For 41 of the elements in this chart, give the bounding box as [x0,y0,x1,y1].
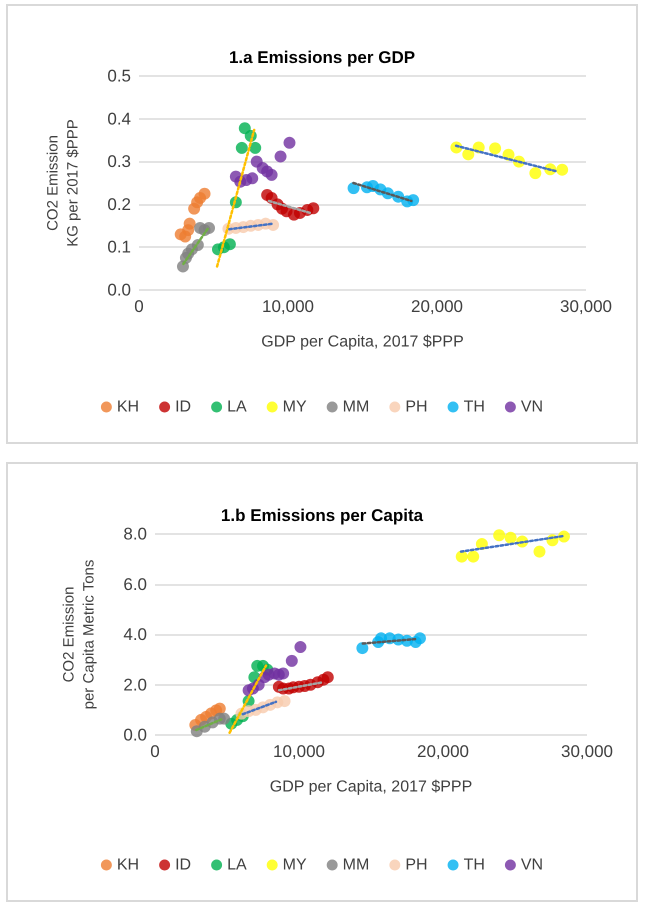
legend-label: KH [116,856,140,874]
x-tick-label: 20,000 [417,742,469,761]
legend-label: PH [405,398,428,416]
legend-label: ID [175,398,192,416]
legend-label: PH [405,856,428,874]
x-axis-title: GDP per Capita, 2017 $PPP [261,334,464,350]
y-tick-label: 0.0 [123,726,147,744]
x-tick-label: 20,000 [411,297,463,316]
legend-label: MY [282,398,308,416]
x-tick-label: 10,000 [273,742,325,761]
legend-label: TH [464,398,485,416]
x-tick-label: 30,000 [561,742,613,761]
y-tick-label: 0.5 [107,66,131,86]
x-axis-title: GDP per Capita, 2017 $PPP [270,778,472,796]
x-tick-label: 30,000 [560,297,612,316]
legend-label: TH [464,856,485,874]
y-tick-label: 6.0 [123,574,147,594]
y-axis-title: CO2 Emission per Capita Metric Tons [60,560,98,710]
chart-title: 1.a Emissions per GDP [228,48,416,67]
chart-title: 1.b Emissions per Capita [220,506,424,525]
y-tick-label: 4.0 [123,625,147,644]
x-tick-label: 0 [150,742,160,761]
y-tick-label: 0.0 [107,280,131,300]
x-tick-label: 0 [134,297,144,316]
legend-label: MM [342,398,370,416]
y-axis-title: CO2 Emission KG per 2017 $PPP [44,119,82,247]
y-tick-label: 2.0 [123,675,147,694]
y-tick-label: 0.4 [107,109,131,128]
legend-label: MM [342,856,370,874]
y-tick-label: 0.2 [107,194,131,214]
legend-label: VN [520,856,544,874]
legend-label: LA [227,856,248,874]
y-tick-label: 0.1 [107,238,131,257]
y-tick-label: 8.0 [123,524,147,544]
legend-label: LA [227,398,248,416]
y-tick-label: 0.3 [107,152,131,172]
legend-label: VN [520,398,544,416]
legend-label: ID [175,856,192,874]
legend-label: KH [116,398,140,416]
x-tick-label: 10,000 [262,297,314,316]
legend-label: MY [282,856,308,874]
